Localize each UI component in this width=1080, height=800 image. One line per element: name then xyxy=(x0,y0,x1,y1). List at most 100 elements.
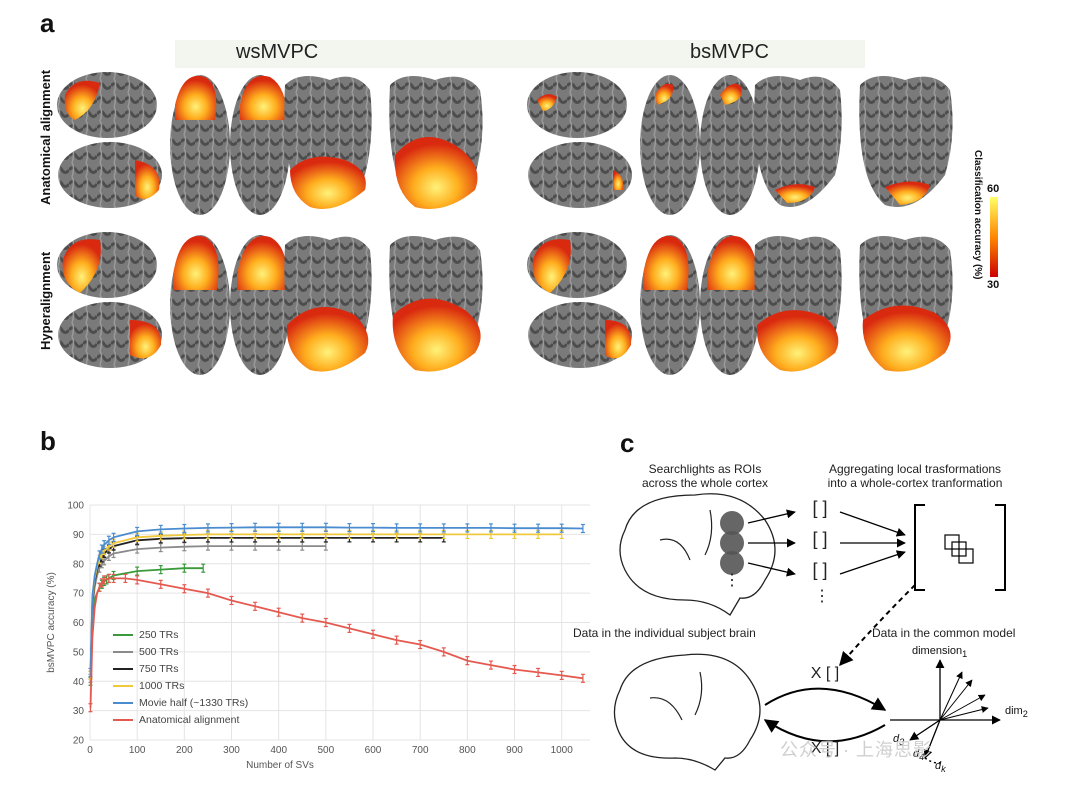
bracket-top: [ ] xyxy=(812,498,828,518)
vector xyxy=(939,706,989,721)
watermark: 公众号 · 上海思影 xyxy=(780,740,932,760)
legend-item-movie-half: Movie half (~1330 TRs) xyxy=(113,694,313,711)
colorbar-max: 60 xyxy=(987,183,1000,195)
label-dim2: dim2 xyxy=(1005,705,1028,720)
legend-swatch xyxy=(113,701,133,704)
x-tick-label: 800 xyxy=(459,745,476,756)
y-tick-label: 50 xyxy=(73,647,85,658)
y-axis-label: bsMVPC accuracy (%) xyxy=(46,572,57,673)
label-dk: dk xyxy=(935,760,946,775)
x-tick-label: 200 xyxy=(176,745,193,756)
heat-spot xyxy=(64,80,100,120)
x-tick-label: 900 xyxy=(506,745,523,756)
y-tick-label: 60 xyxy=(73,618,85,629)
series-line xyxy=(89,545,326,679)
x-tick-label: 700 xyxy=(412,745,429,756)
y-tick-label: 90 xyxy=(73,530,85,541)
heat-spot xyxy=(175,75,217,120)
colorbar xyxy=(990,197,998,277)
dotted-link xyxy=(924,757,943,764)
legend-swatch xyxy=(113,667,133,670)
dots-right: ⋮ xyxy=(814,588,830,605)
legend-item-250: 250 TRs xyxy=(113,626,313,643)
legend-swatch xyxy=(113,633,133,636)
matrix-bracket-right xyxy=(995,504,1006,591)
heat-spot xyxy=(394,137,478,209)
bracket-bottom: [ ] xyxy=(812,560,828,580)
axis-d3 xyxy=(909,719,941,741)
searchlight-circle xyxy=(720,551,744,575)
brain-block-ws-hyper xyxy=(57,232,483,375)
colorbar-label: Classification accuracy (%) xyxy=(972,150,983,280)
arrow xyxy=(839,550,906,575)
column-title-wsmvpc: wsMVPC xyxy=(236,41,319,63)
axis-d4 xyxy=(923,719,941,759)
brain-sulcus xyxy=(649,697,683,721)
brain-maps-figure xyxy=(57,72,998,375)
x-tick-label: 300 xyxy=(223,745,240,756)
vector xyxy=(939,694,986,721)
legend-item-750: 750 TRs xyxy=(113,660,313,677)
brain-block-bs-anatomical xyxy=(527,72,953,215)
colorbar-min: 30 xyxy=(987,279,1000,291)
x-axis-label: Number of SVs xyxy=(246,760,314,771)
label-dimension1: dimension1 xyxy=(912,645,968,660)
label-d3: d3 xyxy=(893,733,905,748)
series-line xyxy=(89,533,562,676)
matrix-bracket-left xyxy=(914,504,925,591)
heat-spot xyxy=(240,75,287,120)
label-d4: d4 xyxy=(913,748,925,763)
curved-arrow-forward xyxy=(764,687,887,711)
legend-item-anatomical: Anatomical alignment xyxy=(113,711,313,728)
brain-sulcus xyxy=(694,671,703,716)
heat-spot xyxy=(290,156,366,209)
arrow xyxy=(839,511,906,537)
y-tick-label: 30 xyxy=(73,706,85,717)
brain-block-bs-hyper xyxy=(527,232,953,375)
brain-outline-bottom xyxy=(613,653,761,771)
brain-sulcus xyxy=(704,509,713,556)
brain-block-ws-anatomical xyxy=(57,72,483,215)
common-model-label: Data in the common model xyxy=(872,626,1016,640)
panel-c-letter: c xyxy=(620,428,635,458)
arrow xyxy=(747,509,796,524)
x-tick-label: 400 xyxy=(270,745,287,756)
searchlights-title: Searchlights as ROIs across the whole co… xyxy=(641,462,769,490)
legend-swatch xyxy=(113,718,133,721)
transform-x-top: X [ ] xyxy=(810,665,840,682)
heat-spot xyxy=(135,160,160,199)
bracket-middle: [ ] xyxy=(812,529,828,549)
legend-swatch xyxy=(113,684,133,687)
searchlight-circle xyxy=(720,531,744,555)
individual-brain-label: Data in the individual subject brain xyxy=(573,626,756,640)
y-tick-label: 20 xyxy=(73,736,85,747)
column-title-bsmvpc: bsMVPC xyxy=(690,41,769,63)
aggregating-title: Aggregating local trasformations into a … xyxy=(827,462,1003,490)
hyperalignment-diagram xyxy=(613,493,1006,771)
chart-legend: 250 TRs 500 TRs 750 TRs 1000 TRs Movie h… xyxy=(113,626,313,728)
column-header-band xyxy=(175,40,865,68)
panel-a-letter: a xyxy=(40,8,55,38)
matrix-block xyxy=(958,548,974,564)
curved-arrow-back xyxy=(763,719,886,743)
x-tick-label: 1000 xyxy=(551,745,574,756)
x-tick-label: 0 xyxy=(87,745,93,756)
vector xyxy=(939,671,963,721)
panel-b-letter: b xyxy=(40,426,56,456)
legend-swatch xyxy=(113,650,133,653)
x-tick-label: 100 xyxy=(129,745,146,756)
vector xyxy=(939,679,973,721)
legend-item-1000: 1000 TRs xyxy=(113,677,313,694)
series-line xyxy=(89,567,204,682)
arrow xyxy=(747,562,796,577)
y-tick-label: 100 xyxy=(67,501,84,512)
transform-x-bottom: X [ ] xyxy=(810,740,840,757)
y-tick-label: 40 xyxy=(73,677,85,688)
brain-outline-top xyxy=(619,493,776,616)
dots-left: ⋮ xyxy=(724,572,740,589)
x-tick-label: 600 xyxy=(365,745,382,756)
x-tick-label: 500 xyxy=(318,745,335,756)
y-tick-label: 70 xyxy=(73,589,85,600)
searchlight-circle xyxy=(720,511,744,535)
